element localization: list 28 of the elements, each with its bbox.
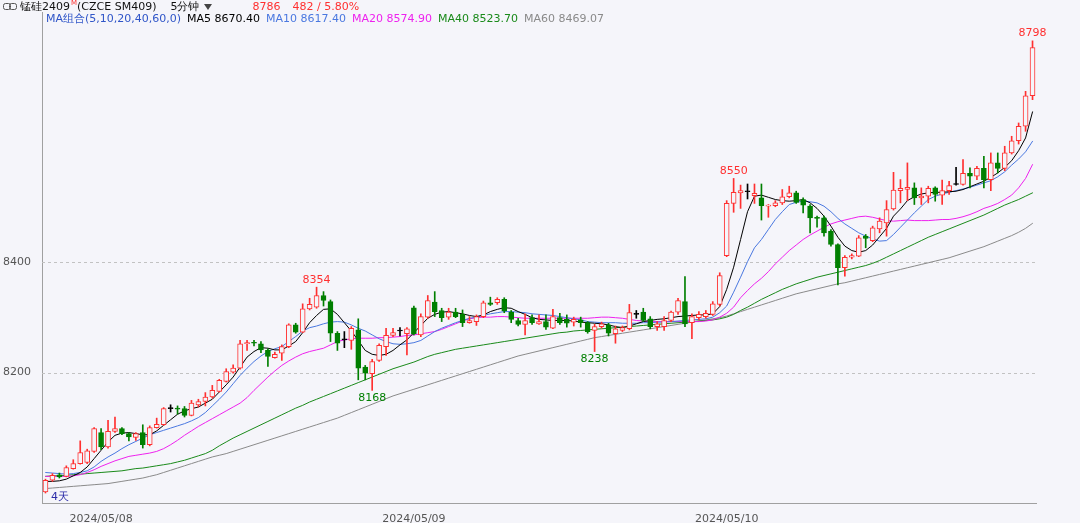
candlestick bbox=[397, 327, 403, 337]
text: MA40 8523.70 bbox=[438, 12, 519, 25]
annotation: 8786 bbox=[252, 0, 281, 13]
annotation: 8798 bbox=[1018, 26, 1047, 40]
candlestick bbox=[967, 167, 973, 189]
chart-title: 锰硅2409$^{M}$(CZCE SM409) bbox=[20, 0, 157, 13]
candlestick bbox=[862, 234, 869, 249]
candlestick bbox=[404, 327, 410, 356]
candlestick bbox=[522, 313, 528, 336]
annotation: 8168 bbox=[358, 390, 387, 404]
text: MA60 8469.07 bbox=[524, 12, 605, 25]
text: MA20 8574.90 bbox=[352, 12, 433, 25]
y-tick-label: 8400 bbox=[3, 254, 31, 268]
chart-subtitle: 5分钟 bbox=[170, 0, 200, 13]
y-tick-label: 8200 bbox=[3, 365, 31, 379]
candlestick bbox=[244, 340, 250, 351]
legend-title: MA组合(5,10,20,40,60,0) bbox=[46, 12, 182, 25]
annotation: 8354 bbox=[302, 272, 331, 286]
text: MA5 8670.40 bbox=[187, 12, 261, 25]
annotation: 8550 bbox=[719, 163, 748, 177]
annotation: 8238 bbox=[580, 351, 609, 365]
x-tick-label: 2024/05/09 bbox=[382, 512, 446, 523]
annotation: 482 / 5.80% bbox=[292, 0, 360, 13]
x-tick-label: 2024/05/10 bbox=[694, 512, 759, 523]
annotation: 4天 bbox=[51, 490, 69, 503]
candlestick bbox=[939, 179, 945, 205]
x-tick-label: 2024/05/08 bbox=[69, 512, 133, 523]
text: MA10 8617.40 bbox=[266, 12, 347, 25]
